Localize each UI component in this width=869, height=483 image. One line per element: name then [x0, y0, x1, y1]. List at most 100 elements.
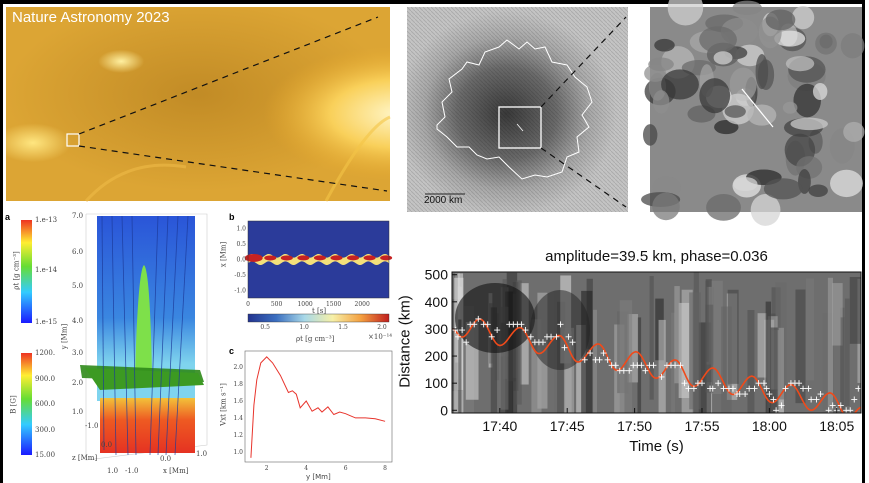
z-tick: 1.0	[107, 467, 119, 475]
texture-blob	[763, 178, 803, 200]
texture-blob	[774, 30, 806, 47]
y-tick-label: -1.0	[234, 287, 246, 294]
y-tick-label: 0.5	[236, 241, 246, 248]
measured-point	[760, 380, 767, 387]
x-tick-label: 18:05	[819, 418, 854, 434]
chart-td-xlabel: Time (s)	[629, 438, 684, 455]
background-streak	[840, 317, 845, 410]
background-streak	[827, 277, 834, 413]
y-tick-label: 100	[425, 375, 449, 391]
measured-point	[755, 380, 762, 387]
colorbar-tick-label: 2.0	[377, 324, 387, 331]
measured-point	[672, 362, 679, 369]
sunspot-image	[407, 7, 628, 212]
measured-point	[553, 333, 560, 340]
background-streak	[757, 313, 767, 378]
measured-point	[851, 396, 858, 403]
overlay-title: Nature Astronomy 2023	[12, 9, 170, 26]
texture-blob	[652, 192, 680, 221]
x-tick-label: 500	[271, 301, 283, 308]
x-tick-label: 4	[304, 465, 308, 472]
background-streak	[747, 310, 755, 413]
measured-point	[569, 339, 576, 346]
background-streak	[844, 298, 850, 407]
texture-blob	[765, 9, 796, 31]
panel-label-b: b	[229, 212, 235, 222]
density-tick: 1.e-15	[35, 318, 58, 326]
measured-point	[763, 385, 770, 392]
fit-curve	[452, 318, 861, 413]
measured-point	[837, 402, 844, 409]
scale-bar-label: 2000 km	[424, 195, 463, 206]
chart-b-ylabel: x [Mm]	[219, 241, 228, 268]
zoomed-umbra-image	[641, 0, 865, 226]
y-tick-label: 500	[425, 267, 449, 283]
texture-blob	[755, 54, 769, 90]
field-tick: 900.0	[35, 375, 56, 383]
texture-blob	[654, 38, 675, 52]
x-tick-label: 17:50	[617, 418, 652, 434]
heatmap-peak	[244, 253, 263, 262]
texture-blob	[699, 78, 731, 114]
y-tick-label: 300	[425, 321, 449, 337]
velocity-line	[250, 356, 386, 458]
measured-point	[612, 362, 619, 369]
y-tick: 7.0	[72, 212, 84, 220]
background-streak	[674, 286, 680, 384]
chart-b-xlabel: t [s]	[312, 307, 327, 315]
texture-blob	[812, 82, 828, 101]
measured-point	[847, 407, 854, 413]
measured-point	[751, 385, 758, 392]
background-streak	[806, 278, 815, 381]
measured-point	[709, 385, 716, 392]
y-tick-label: -0.5	[234, 272, 246, 279]
colorbar-tick-label: 1.0	[299, 324, 309, 331]
y-tick-label: 2.0	[233, 364, 243, 371]
heatmap-peak	[330, 255, 343, 261]
measured-point	[766, 391, 773, 398]
measured-point	[600, 350, 607, 357]
background-streak	[581, 290, 593, 413]
plot-area	[452, 272, 861, 413]
heatmap-peak	[264, 255, 277, 261]
y-tick-label: 1.0	[236, 226, 246, 233]
y-tick: 2.0	[72, 379, 84, 387]
measured-point	[471, 321, 478, 328]
region-box	[66, 133, 80, 147]
heatmap-peak	[280, 255, 293, 261]
texture-blob	[808, 184, 828, 198]
y-tick-label: 1.4	[233, 415, 243, 422]
x-tick-label: 1500	[326, 301, 341, 308]
heatmap-peak	[313, 255, 326, 261]
y-tick-label: 1.8	[233, 381, 243, 388]
background-streak	[627, 314, 639, 383]
field-tick: 1200.	[35, 349, 56, 357]
measured-point	[463, 339, 470, 346]
chart-b-colorbar-label: ρt [g cm⁻³]	[296, 335, 335, 343]
measured-point	[773, 407, 780, 413]
measured-point	[518, 321, 525, 328]
measured-point	[604, 356, 611, 363]
measured-point	[620, 367, 627, 374]
chart-b-colorbar-multiplier: ×10⁻¹⁴	[368, 333, 393, 341]
measured-point	[587, 350, 594, 357]
z-axis-label: z [Mm]	[72, 454, 98, 462]
measured-point	[808, 396, 815, 403]
y-tick-label: 0	[440, 402, 448, 418]
texture-blob	[815, 32, 837, 55]
heatmap-peak	[347, 255, 360, 261]
panel-label-c: c	[229, 346, 235, 356]
y-tick: 6.0	[72, 248, 84, 256]
background-streak	[490, 307, 498, 413]
background-streak	[849, 276, 861, 344]
measured-point	[805, 385, 812, 392]
measured-point	[855, 385, 861, 392]
background-streak	[619, 300, 633, 413]
measured-point	[522, 327, 529, 334]
texture-blob	[843, 121, 865, 142]
y-tick-label: 1.2	[233, 432, 243, 439]
texture-blob	[729, 67, 757, 102]
texture-blob	[648, 57, 674, 72]
measured-point	[626, 367, 633, 374]
